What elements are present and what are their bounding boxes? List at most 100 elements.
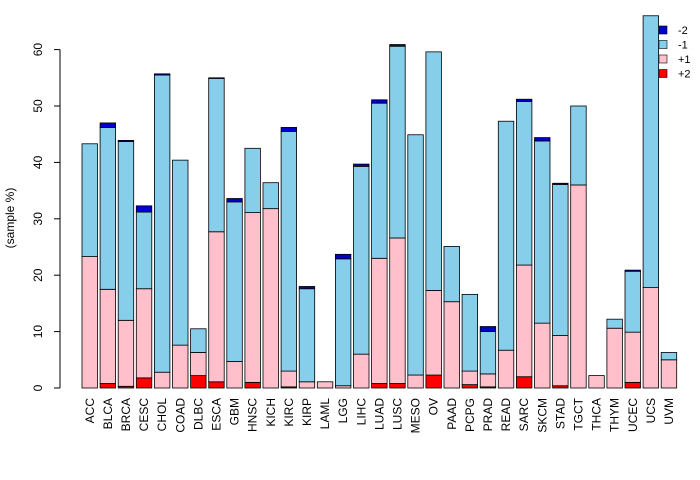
bar-OV-+1 (425, 290, 442, 376)
x-tick-label: BLCA (101, 398, 115, 429)
x-tick-label: THCA (590, 398, 604, 431)
legend-label: -1 (678, 40, 688, 52)
bar-HNSC-+2 (244, 381, 261, 389)
bar-CESC--1 (135, 211, 153, 290)
x-tick-label: MESO (409, 398, 423, 433)
bar-KIRC-+1 (280, 370, 298, 388)
bar-CHOL--1 (153, 74, 171, 373)
legend-swatch-+1 (658, 54, 668, 64)
x-tick-label: KIRP (300, 398, 314, 426)
bar-COAD-+1 (172, 344, 189, 389)
bar-STAD-+1 (552, 335, 569, 387)
x-tick-label: LUAD (372, 398, 386, 430)
legend-label: -2 (678, 25, 688, 37)
y-tick-label: 0 (31, 384, 45, 391)
bar-UVM--1 (660, 352, 678, 361)
bar-CESC--2 (135, 205, 153, 213)
bars-group (81, 15, 678, 389)
bar-CHOL-+1 (153, 371, 171, 389)
bar-PRAD-+1 (479, 373, 497, 388)
bar-LGG--2 (334, 253, 352, 260)
x-tick-label: LAML (318, 398, 332, 430)
bar-LIHC--2 (353, 163, 370, 167)
bar-SKCM--1 (534, 140, 551, 324)
legend-label: +2 (678, 69, 691, 81)
x-tick-label: ACC (83, 398, 97, 424)
bar-KIRC--1 (280, 130, 298, 372)
bar-LUAD-+2 (371, 383, 388, 389)
bar-UCEC--1 (624, 270, 641, 333)
bar-PCPG-+1 (461, 370, 479, 386)
bar-PCPG--1 (461, 293, 479, 372)
bar-KIRP--1 (298, 288, 316, 383)
legend-swatch--2 (658, 25, 668, 35)
bar-BLCA--2 (99, 122, 116, 128)
x-tick-label: GBM (228, 398, 242, 425)
bar-PRAD--1 (479, 331, 497, 375)
bar-LUSC--1 (389, 45, 406, 239)
x-tick-label: OV (427, 398, 441, 415)
legend-swatch-+2 (658, 69, 668, 78)
bar-READ-+1 (497, 349, 515, 389)
bar-TGCT--1 (570, 105, 587, 186)
y-tick-label: 20 (31, 268, 45, 282)
y-tick-label: 10 (31, 325, 45, 339)
bar-LIHC-+1 (353, 353, 370, 389)
y-tick-label: 50 (31, 99, 45, 113)
bar-SARC-+1 (516, 264, 533, 378)
bar-BLCA-+1 (99, 288, 116, 384)
bar-UVM-+1 (660, 359, 678, 389)
bar-BRCA--1 (117, 141, 135, 321)
y-axis-title: (sample %) (3, 188, 17, 249)
x-tick-label: UCS (644, 398, 658, 423)
bar-LGG--1 (334, 258, 352, 387)
bar-UCS-+1 (642, 287, 659, 389)
bar-BRCA-+1 (117, 319, 135, 387)
bar-GBM-+1 (226, 361, 243, 389)
bar-DLBC-+2 (190, 375, 207, 389)
x-tick-label: TGCT (571, 397, 585, 430)
bar-UCEC-+2 (624, 381, 641, 389)
bar-DLBC--1 (190, 328, 207, 353)
y-tick-label: 30 (31, 212, 45, 226)
bar-MESO-+1 (407, 374, 424, 389)
bar-KIRC--2 (280, 127, 298, 132)
x-tick-label: ESCA (209, 398, 223, 431)
bar-BRCA--2 (117, 140, 135, 142)
x-tick-label: LUSC (390, 398, 404, 430)
x-tick-label: DLBC (191, 398, 205, 430)
bar-LIHC--1 (353, 165, 370, 355)
x-tick-label: PCPG (463, 398, 477, 432)
bar-PRAD--2 (479, 326, 497, 332)
bar-UCEC--2 (624, 269, 641, 272)
x-tick-label: CHOL (155, 398, 169, 432)
y-axis: 0 10 20 30 40 50 60 (31, 43, 61, 391)
x-tick-label: PAAD (445, 398, 459, 430)
bar-LUAD--1 (371, 102, 388, 259)
bar-KICH--1 (262, 182, 279, 210)
bar-KICH-+1 (262, 208, 279, 389)
bar-ACC-+1 (81, 256, 98, 389)
x-tick-label: KIRC (282, 398, 296, 427)
bar-LUSC--2 (389, 44, 406, 47)
bar-THYM--1 (606, 318, 623, 329)
bar-READ--1 (497, 120, 515, 351)
x-tick-label: THYM (608, 398, 622, 432)
bar-GBM--2 (226, 198, 243, 203)
bar-LUSC-+1 (389, 237, 406, 384)
x-tick-label: KICH (264, 398, 278, 427)
x-tick-label: PRAD (481, 398, 495, 432)
bar-SKCM-+1 (534, 322, 551, 389)
bar-HNSC-+1 (244, 212, 261, 383)
bar-PCPG-+2 (461, 384, 479, 389)
legend: -2 -1 +1 +2 (658, 25, 691, 81)
bar-BLCA--1 (99, 127, 116, 290)
x-tick-label: COAD (173, 398, 187, 433)
x-tick-label: CESC (137, 398, 151, 432)
x-tick-label: LIHC (354, 398, 368, 426)
bar-ESCA-+1 (208, 231, 225, 383)
bar-THYM-+1 (606, 327, 623, 389)
x-tick-label: SARC (517, 398, 531, 432)
bar-CESC-+2 (135, 377, 153, 389)
bar-CHOL--2 (153, 73, 171, 76)
